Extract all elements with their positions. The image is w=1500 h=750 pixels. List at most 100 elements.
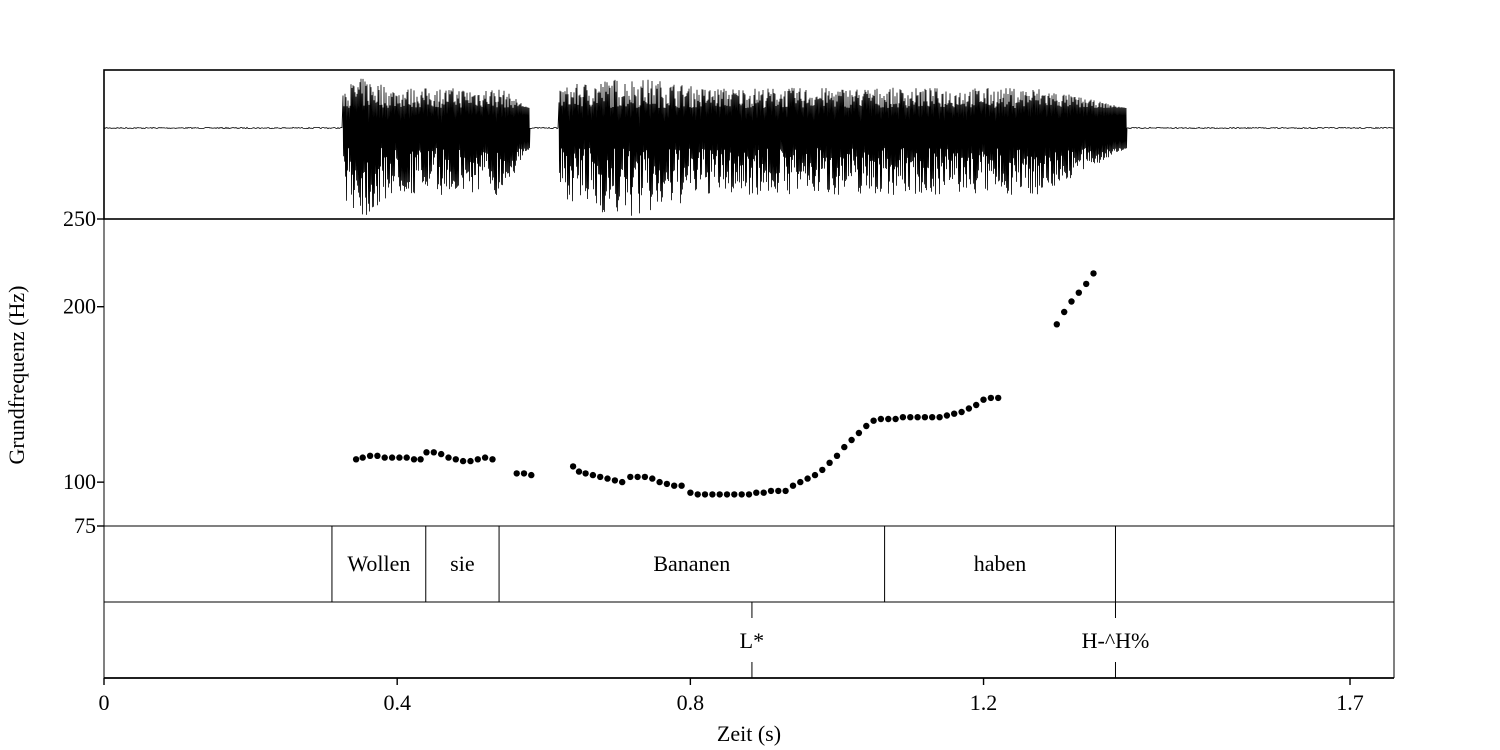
pitch-point xyxy=(641,473,649,481)
pitch-point xyxy=(767,487,775,495)
pitch-point xyxy=(513,470,520,477)
pitch-point xyxy=(569,463,577,470)
y-tick-label: 75 xyxy=(74,513,96,538)
pitch-point xyxy=(359,454,366,461)
pitch-point xyxy=(892,415,899,423)
x-tick-label: 0.8 xyxy=(677,690,705,715)
x-tick-label: 1.2 xyxy=(970,690,998,715)
y-axis-label: Grundfrequenz (Hz) xyxy=(4,286,29,465)
pitch-point xyxy=(423,449,430,456)
pitch-point xyxy=(1068,298,1075,305)
pitch-point xyxy=(663,480,671,488)
pitch-point xyxy=(951,410,958,417)
pitch-point xyxy=(671,482,678,489)
pitch-point xyxy=(848,436,855,444)
word-label: Wollen xyxy=(347,551,410,576)
pitch-point xyxy=(452,456,459,463)
pitch-point xyxy=(1053,321,1061,328)
pitch-point xyxy=(575,468,583,475)
pitch-point xyxy=(929,414,936,421)
x-axis-label: Zeit (s) xyxy=(717,721,781,746)
pitch-point xyxy=(597,473,604,481)
pitch-point xyxy=(430,449,437,456)
x-tick-label: 1.7 xyxy=(1336,690,1364,715)
pitch-point xyxy=(474,456,481,463)
pitch-point xyxy=(1083,280,1090,288)
waveform-trace xyxy=(103,78,1395,216)
pitch-point xyxy=(459,457,467,465)
pitch-point xyxy=(980,396,987,403)
pitch-layer xyxy=(352,270,1097,498)
pitch-point xyxy=(789,482,797,489)
pitch-point xyxy=(863,422,870,430)
pitch-point xyxy=(987,394,995,402)
y-tick-label: 250 xyxy=(63,206,96,231)
pitch-point xyxy=(1061,308,1068,316)
pitch-point xyxy=(804,475,811,482)
pitch-point xyxy=(723,491,731,498)
pitch-point xyxy=(649,475,656,482)
pitch-point xyxy=(403,454,410,461)
pitch-point xyxy=(943,412,951,419)
tier-layer: Wollen sie Bananen haben L* H-^H% xyxy=(103,219,1395,679)
pitch-point xyxy=(381,454,388,461)
pitch-point xyxy=(520,470,528,477)
pitch-point xyxy=(604,475,611,482)
pitch-point xyxy=(656,478,663,486)
pitch-point xyxy=(958,408,965,416)
pitch-point xyxy=(826,459,833,466)
waveform-layer xyxy=(103,69,1395,220)
pitch-point xyxy=(899,414,907,421)
pitch-point xyxy=(489,456,496,463)
pitch-point xyxy=(467,457,474,465)
pitch-point xyxy=(936,414,943,421)
pitch-point xyxy=(738,491,745,498)
pitch-point xyxy=(907,414,914,421)
pitch-point xyxy=(417,456,424,463)
y-tick-label: 100 xyxy=(63,469,96,494)
pitch-point xyxy=(760,489,767,496)
pitch-point xyxy=(374,452,381,459)
pitch-point xyxy=(694,491,701,498)
pitch-point xyxy=(388,454,396,461)
pitch-point xyxy=(1075,289,1083,296)
pitch-point xyxy=(687,489,694,496)
tone-label: H-^H% xyxy=(1082,628,1150,653)
pitch-point xyxy=(716,491,723,498)
pitch-point xyxy=(582,470,589,477)
pitch-point xyxy=(627,473,634,481)
tone-label: L* xyxy=(740,628,764,653)
pitch-point xyxy=(481,454,489,461)
pitch-point xyxy=(352,456,360,463)
word-label: Bananen xyxy=(653,551,730,576)
pitch-point xyxy=(745,491,753,498)
pitch-point xyxy=(877,415,885,423)
pitch-point xyxy=(634,473,641,481)
pitch-point xyxy=(914,414,921,421)
pitch-point xyxy=(701,491,709,498)
pitch-point xyxy=(965,405,973,412)
pitch-point xyxy=(855,429,863,437)
x-tick-label: 0 xyxy=(99,690,110,715)
axis-layer: 250 200 100 75 0 0.4 0.8 1.2 1.7 xyxy=(63,206,1364,715)
pitch-point xyxy=(797,478,804,486)
pitch-point xyxy=(709,491,716,498)
pitch-point xyxy=(995,394,1002,402)
pitch-point xyxy=(973,401,980,409)
pitch-point xyxy=(775,487,782,495)
pitch-point xyxy=(678,482,685,489)
pitch-point xyxy=(619,478,626,486)
word-label: sie xyxy=(450,551,474,576)
pitch-point xyxy=(1090,270,1097,277)
pitch-point xyxy=(445,454,452,461)
pitch-point xyxy=(528,471,535,479)
pitch-point xyxy=(438,450,445,458)
pitch-point xyxy=(753,489,760,496)
waveform-frame xyxy=(103,69,1395,220)
pitch-point xyxy=(819,466,826,474)
pitch-point xyxy=(731,491,738,498)
pitch-point xyxy=(811,471,819,479)
pitch-point xyxy=(366,452,374,459)
word-label: haben xyxy=(974,551,1027,576)
